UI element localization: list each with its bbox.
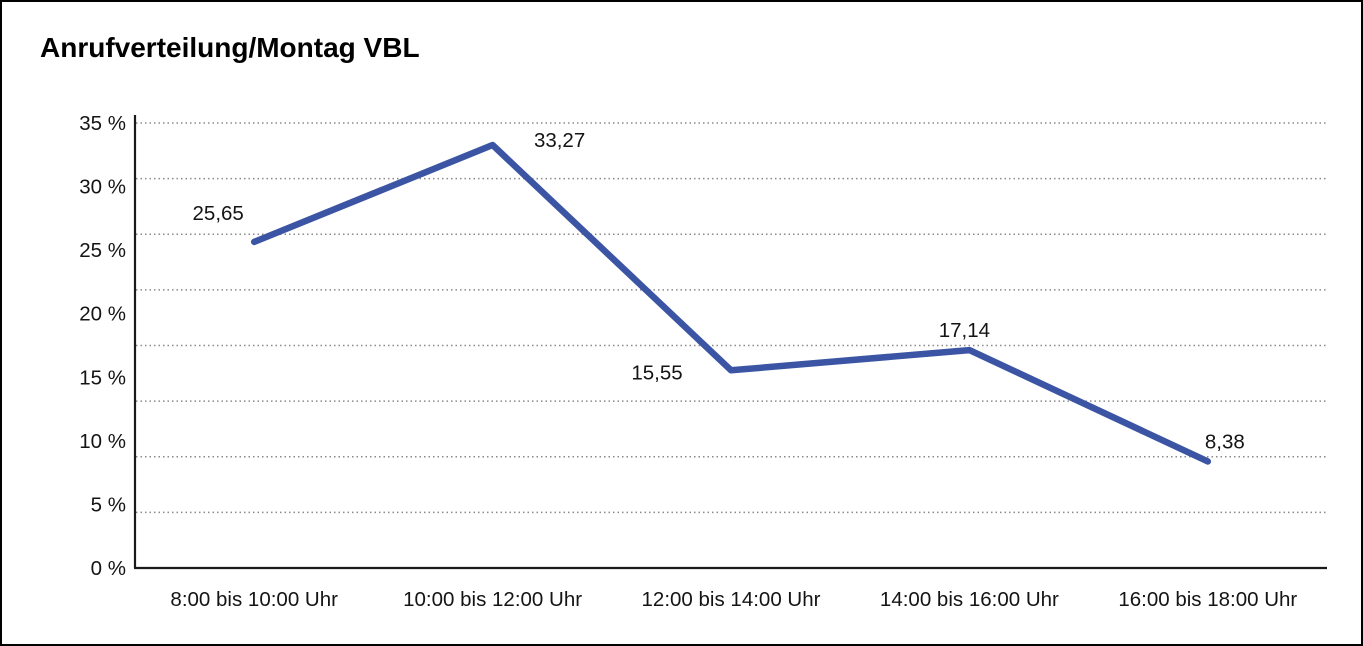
x-category-label: 16:00 bis 18:00 Uhr (1118, 588, 1297, 611)
data-series-line (250, 141, 1212, 465)
x-category-label: 12:00 bis 14:00 Uhr (642, 588, 821, 611)
data-point-label: 15,55 (631, 361, 682, 384)
data-point-label: 8,38 (1205, 430, 1245, 453)
y-tick-label: 20 % (79, 303, 126, 326)
y-tick-label: 35 % (79, 112, 126, 135)
data-point-label: 17,14 (939, 319, 990, 342)
y-tick-label: 0 % (91, 557, 126, 580)
y-tick-label: 5 % (91, 493, 126, 516)
x-category-label: 14:00 bis 16:00 Uhr (880, 588, 1059, 611)
y-tick-label: 10 % (79, 430, 126, 453)
x-category-label: 8:00 bis 10:00 Uhr (170, 588, 338, 611)
data-point-label: 33,27 (534, 129, 585, 152)
chart-title: Anrufverteilung/Montag VBL (40, 32, 420, 63)
y-tick-label: 15 % (79, 366, 126, 389)
y-tick-label: 25 % (79, 239, 126, 262)
y-tick-label: 30 % (79, 176, 126, 199)
x-category-label: 10:00 bis 12:00 Uhr (403, 588, 582, 611)
data-point-label: 25,65 (193, 202, 244, 225)
